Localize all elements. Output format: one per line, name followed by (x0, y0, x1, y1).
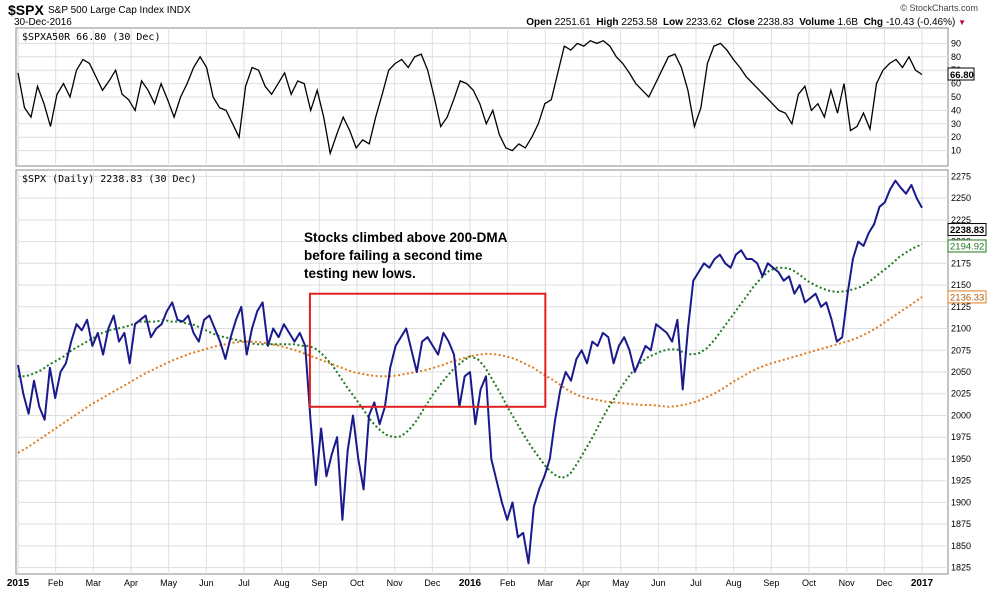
indicator-tick-label: 40 (951, 105, 961, 115)
price-tick-label: 2000 (951, 410, 971, 420)
indicator-tick-label: 80 (951, 52, 961, 62)
open-value: 2251.61 (554, 17, 591, 28)
x-month-label: Feb (48, 578, 64, 588)
price-tick-label: 2175 (951, 258, 971, 268)
x-month-label: Aug (726, 578, 742, 588)
price-line (17, 179, 923, 565)
x-month-label: Jun (199, 578, 214, 588)
x-year-label: 2017 (911, 578, 934, 589)
price-tick-label: 1950 (951, 454, 971, 464)
x-month-label: Dec (424, 578, 441, 588)
annotation-line-3: testing new lows. (304, 266, 416, 281)
indicator-tick-label: 60 (951, 79, 961, 89)
ma50-tag: 2194.92 (947, 239, 987, 253)
low-label: Low (663, 17, 684, 28)
high-value: 2253.58 (621, 17, 658, 28)
ma50-line (18, 243, 923, 480)
price-tick-label: 1900 (951, 497, 971, 507)
chg-label: Chg (863, 17, 884, 28)
x-month-label: Aug (274, 578, 290, 588)
x-year-label: 2016 (459, 578, 482, 589)
price-tick-label: 2125 (951, 302, 971, 312)
indicator-tick-label: 90 (951, 38, 961, 48)
volume-value: 1.6B (837, 17, 859, 28)
symbol-description: S&P 500 Large Cap Index INDX (48, 5, 191, 16)
close-label: Close (727, 17, 755, 28)
high-label: High (596, 17, 619, 28)
x-month-label: Jul (238, 578, 250, 588)
annotation-line-2: before failing a second time (304, 248, 483, 263)
indicator-tick-label: 30 (951, 119, 961, 129)
x-month-label: Mar (538, 578, 554, 588)
x-month-label: Jul (690, 578, 702, 588)
price-tick-label: 2025 (951, 389, 971, 399)
price-tick-label: 2100 (951, 324, 971, 334)
indicator-tick-label: 20 (951, 132, 961, 142)
x-month-label: Sep (763, 578, 779, 588)
indicator-last-tag-text: 66.80 (950, 70, 974, 81)
x-month-label: Mar (86, 578, 102, 588)
ma200-tag-text: 2136.33 (950, 292, 984, 303)
price-tick-label: 2050 (951, 367, 971, 377)
open-label: Open (526, 17, 552, 28)
close-tag-box (947, 223, 987, 237)
x-month-label: Jun (651, 578, 666, 588)
price-tick-label: 1875 (951, 519, 971, 529)
x-month-label: Feb (500, 578, 516, 588)
x-month-label: Nov (839, 578, 856, 588)
chg-value: -10.43 (-0.46%) (885, 17, 956, 28)
ma200-tag-box (947, 290, 987, 304)
indicator-panel: 102030405060708090 $SPXA50R 66.80 (30 De… (15, 27, 975, 167)
ma50-tag-text: 2194.92 (950, 241, 984, 252)
x-year-label: 2015 (7, 578, 30, 589)
indicator-tick-label: 10 (951, 146, 961, 156)
chart-date: 30-Dec-2016 (14, 17, 72, 28)
price-tick-label: 1925 (951, 476, 971, 486)
volume-label: Volume (799, 17, 835, 28)
indicator-title: $SPXA50R 66.80 (30 Dec) (22, 32, 160, 43)
price-panel: 1825 1850 1875 1900 1925 1950 1975 2000 2025 2050… (7, 169, 987, 589)
price-tick-label: 2075 (951, 345, 971, 355)
annotation-text: Stocks climbed above 200-DMA before fail… (304, 229, 544, 283)
x-month-label: Apr (576, 578, 590, 588)
close-value: 2238.83 (757, 17, 794, 28)
x-month-label: Oct (802, 578, 817, 588)
brand-watermark: © StockCharts.com (900, 3, 978, 13)
ma50-tag-box (947, 239, 987, 253)
x-month-label: Nov (387, 578, 404, 588)
indicator-tick-label: 50 (951, 92, 961, 102)
indicator-line (17, 39, 923, 156)
price-tick-label: 2225 (951, 215, 971, 225)
annotation-line-1: Stocks climbed above 200-DMA (304, 230, 508, 245)
close-tag-text: 2238.83 (950, 225, 984, 236)
price-tick-label: 1850 (951, 541, 971, 551)
close-tag: 2238.83 (947, 223, 987, 237)
ma200-line (17, 296, 923, 454)
ma200-tag: 2136.33 (947, 290, 987, 304)
low-value: 2233.62 (685, 17, 722, 28)
x-month-label: Dec (876, 578, 893, 588)
price-tick-label: 1825 (951, 563, 971, 573)
indicator-last-tag (947, 67, 975, 81)
price-tick-label: 2275 (951, 171, 971, 181)
ohlc-summary: Open 2251.61 High 2253.58 Low 2233.62 Cl… (526, 17, 966, 28)
price-tick-label: 1975 (951, 432, 971, 442)
price-title: $SPX (Daily) 2238.83 (30 Dec) (22, 174, 197, 185)
price-tick-label: 2250 (951, 193, 971, 203)
x-month-label: May (612, 578, 630, 588)
x-month-label: Sep (311, 578, 327, 588)
annotation-box (308, 292, 547, 408)
down-arrow-icon: ▼ (958, 18, 966, 27)
price-tick-label: 2150 (951, 280, 971, 290)
symbol: $SPX (8, 2, 44, 18)
x-month-label: Oct (350, 578, 365, 588)
x-month-label: May (160, 578, 178, 588)
x-month-label: Apr (124, 578, 138, 588)
